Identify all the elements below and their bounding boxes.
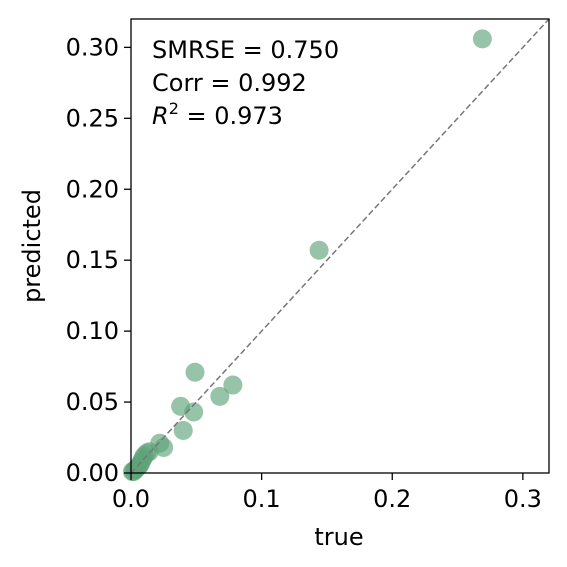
y-axis-label: predicted — [18, 189, 46, 303]
y-tick-label: 0.15 — [66, 246, 119, 274]
data-point-2 — [223, 375, 243, 395]
smrse-annotation: SMRSE = 0.750 — [152, 36, 339, 64]
y-tick-label: 0.20 — [66, 175, 119, 203]
plot-frame — [130, 18, 550, 474]
y-tick-label: 0.10 — [66, 317, 119, 345]
y-tick-label: 0.30 — [66, 33, 119, 61]
y-tick-label: 0.00 — [66, 459, 119, 487]
data-point-4 — [185, 362, 205, 382]
data-point-6 — [171, 396, 191, 416]
ticks-layer: 0.0 0.1 0.2 0.3 0.00 0.05 0.10 0.15 0.20 0.25 0.30 — [66, 33, 542, 513]
identity-reference-line — [130, 18, 550, 474]
x-tick-label: 0.1 — [243, 485, 281, 513]
data-point-0 — [472, 29, 492, 49]
points-layer — [122, 29, 492, 482]
data-point-1 — [309, 240, 329, 260]
corr-annotation: Corr = 0.992 — [152, 69, 307, 97]
data-point-7 — [173, 420, 193, 440]
data-point-3 — [210, 386, 230, 406]
r2-superscript: 2 — [169, 99, 179, 118]
r2-value: = 0.973 — [179, 102, 283, 130]
r2-annotation: R2 = 0.973 — [152, 99, 283, 130]
x-axis-label: true — [314, 523, 363, 551]
r2-symbol: R — [152, 102, 169, 130]
x-tick-label: 0.0 — [112, 485, 150, 513]
y-tick-label: 0.25 — [66, 104, 119, 132]
x-tick-label: 0.3 — [504, 485, 542, 513]
x-tick-label: 0.2 — [373, 485, 411, 513]
y-tick-label: 0.05 — [66, 388, 119, 416]
